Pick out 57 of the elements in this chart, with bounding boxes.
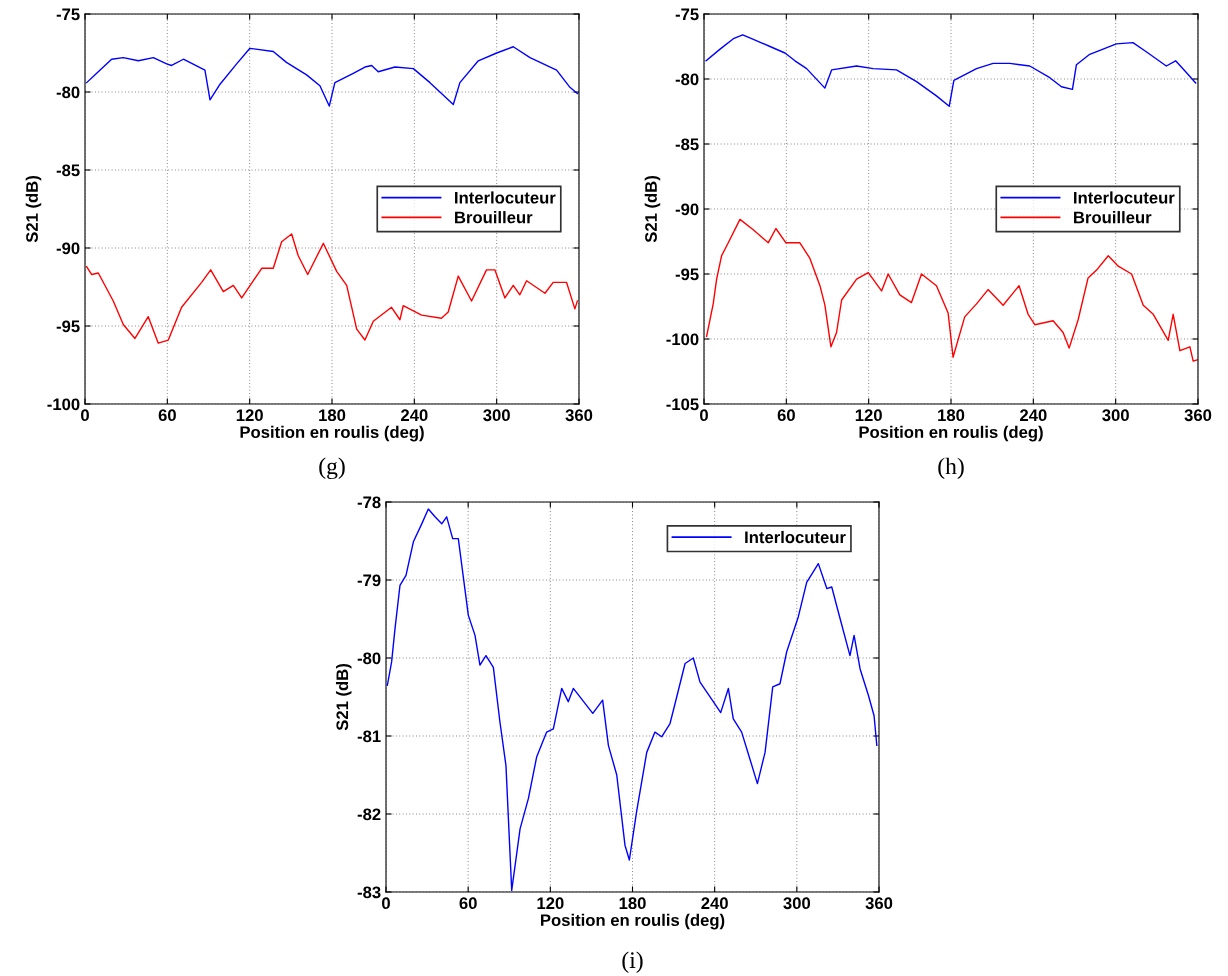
y-tick-label: -90: [56, 242, 80, 255]
x-tick-label: 0: [81, 409, 89, 422]
y-tick-label: -80: [56, 86, 80, 99]
legend-label: Interlocuteur: [1074, 191, 1175, 204]
line-series: [85, 46, 579, 107]
y-tick-label: -79: [357, 574, 381, 587]
line-series: [705, 34, 1197, 107]
y-tick-label: -85: [56, 164, 80, 177]
x-tick-label: 60: [158, 409, 176, 422]
text: (g): [319, 457, 345, 480]
y-tick-label: -83: [357, 886, 381, 899]
line-series: [85, 233, 579, 344]
x-tick-label: 300: [783, 897, 811, 910]
x-tick-label: 0: [700, 409, 708, 422]
legend-label: Brouilleur: [455, 211, 533, 224]
y-tick-label: -105: [666, 398, 699, 411]
legend-label: Interlocuteur: [455, 191, 556, 204]
x-tick-label: 180: [319, 409, 346, 422]
x-tick-label: 180: [619, 897, 646, 910]
y-tick-label: -81: [357, 730, 381, 743]
y-axis-title: S21 (dB): [25, 176, 42, 243]
legend-label: Brouilleur: [1074, 211, 1152, 224]
y-tick-label: -95: [56, 320, 80, 333]
x-tick-label: 300: [1102, 409, 1129, 422]
x-axis-title: Position en roulis (deg): [240, 425, 424, 442]
x-tick-label: 360: [865, 897, 893, 910]
x-axis-title: Position en roulis (deg): [541, 913, 725, 930]
x-tick-label: 120: [537, 897, 564, 910]
text: (h): [938, 457, 964, 480]
y-tick-label: -82: [357, 808, 381, 821]
y-tick-label: -75: [56, 8, 80, 21]
x-tick-label: 120: [236, 409, 263, 422]
y-tick-label: -80: [675, 73, 699, 86]
y-tick-label: -100: [666, 333, 699, 346]
x-tick-label: 360: [565, 409, 593, 422]
y-tick-label: -78: [357, 496, 381, 509]
x-axis-title: Position en roulis (deg): [859, 425, 1043, 442]
x-tick-label: 240: [701, 897, 728, 910]
x-tick-label: 120: [855, 409, 882, 422]
x-tick-label: 300: [483, 409, 510, 422]
y-tick-label: -75: [675, 8, 699, 21]
legend-label: Interlocuteur: [745, 530, 846, 544]
y-tick-label: -90: [675, 203, 699, 216]
y-tick-label: -80: [357, 652, 381, 665]
x-tick-label: 240: [401, 409, 428, 422]
x-tick-label: 360: [1184, 409, 1212, 422]
text: (i): [622, 951, 643, 973]
y-axis-title: S21 (dB): [644, 176, 661, 243]
y-tick-label: -100: [47, 398, 80, 411]
x-tick-label: 60: [459, 897, 477, 910]
x-tick-label: 60: [777, 409, 795, 422]
x-tick-label: 180: [938, 409, 965, 422]
y-axis-title: S21 (dB): [335, 664, 352, 731]
x-tick-label: 0: [382, 897, 390, 910]
y-tick-label: -85: [675, 138, 699, 151]
y-tick-label: -95: [675, 268, 699, 281]
x-tick-label: 240: [1020, 409, 1047, 422]
